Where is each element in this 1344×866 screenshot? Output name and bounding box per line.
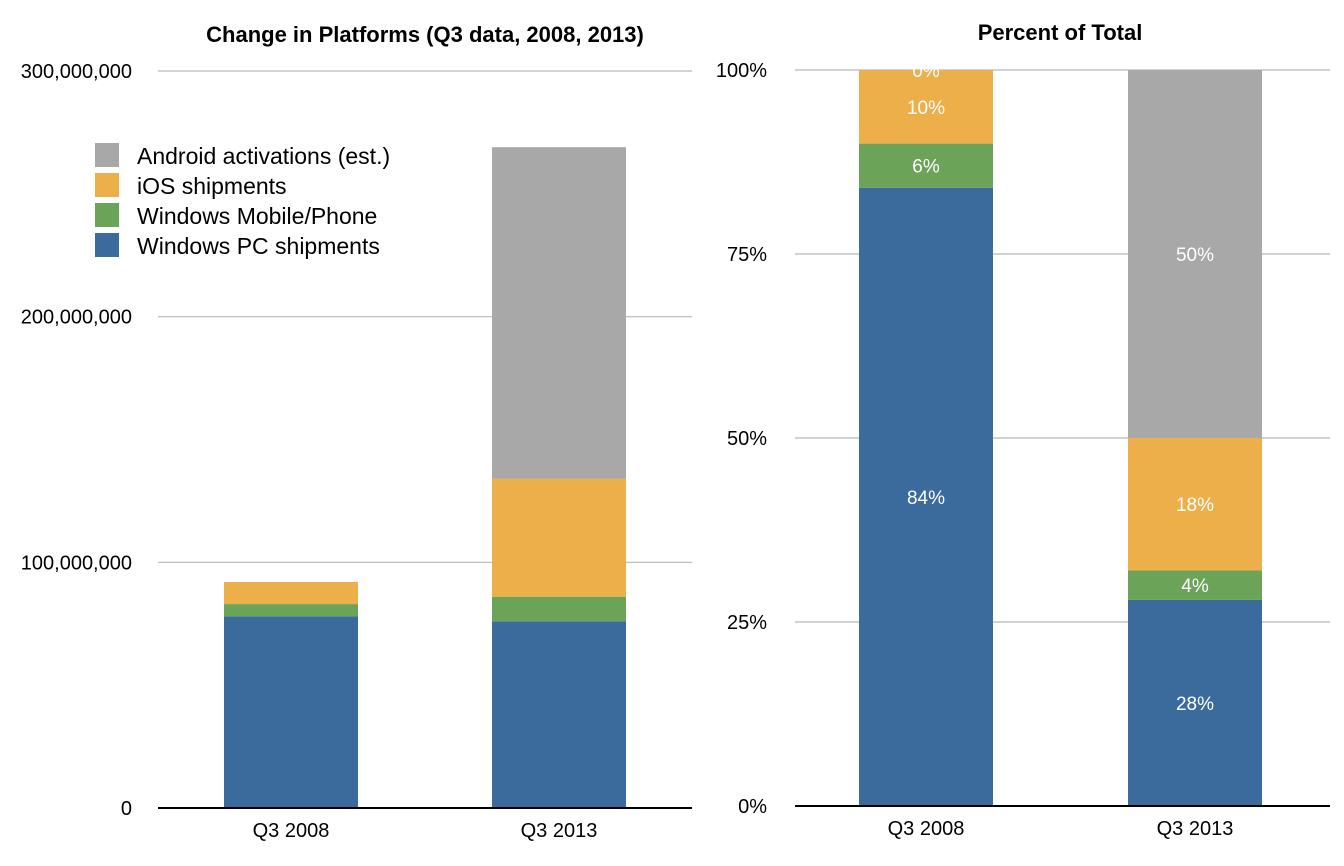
legend-swatch-ios-shipments [95,173,119,197]
left-x-axis: Q3 2008 Q3 2013 [158,807,692,842]
right-data-label: 0% [912,61,940,82]
right-y-tick-label: 25% [727,612,767,634]
legend: Android activations (est.) iOS shipments W… [95,143,390,259]
legend-label-ios-shipments: iOS shipments [137,173,287,199]
left-y-tick-label: 200,000,000 [21,307,132,329]
percent-of-total-chart: Percent of Total 0% 25% 50% 75% 100% 84% 6% 10… [716,20,1330,840]
right-bar-windows-pc-shipments [859,187,993,806]
right-x-axis: Q3 2008 Q3 2013 [795,805,1330,840]
left-x-tick-label: Q3 2013 [521,820,598,842]
left-bars [224,147,626,808]
left-bar-ios-shipments [492,478,626,597]
legend-swatch-windows-mobile-phone [95,203,119,227]
right-data-label: 10% [907,98,945,119]
legend-label-windows-pc-shipments: Windows PC shipments [137,233,380,259]
left-bar-windows-mobile-phone [492,596,626,622]
left-chart-title: Change in Platforms (Q3 data, 2008, 2013… [206,22,644,47]
legend-swatch-windows-pc-shipments [95,233,119,257]
right-bar-windows-mobile-phone [859,143,993,188]
legend-swatch-android-activations-est [95,143,119,167]
left-bar-android-activations-est [492,147,626,479]
left-bar-windows-mobile-phone [224,604,358,617]
left-x-tick-label: Q3 2008 [253,820,330,842]
left-y-axis: 0 100,000,000 200,000,000 300,000,000 [21,61,132,820]
right-y-tick-label: 50% [727,428,767,450]
left-bar-ios-shipments [224,581,358,605]
right-x-tick-label: Q3 2013 [1157,818,1234,840]
legend-label-windows-mobile-phone: Windows Mobile/Phone [137,203,377,229]
right-bar-windows-mobile-phone [1128,570,1262,600]
right-bar-windows-pc-shipments [1128,599,1262,806]
right-y-axis: 0% 25% 50% 75% 100% [716,60,767,818]
left-y-tick-label: 0 [121,798,132,820]
right-bar-android-activations-est [1128,70,1262,438]
right-data-label: 84% [907,488,945,509]
right-data-label: 50% [1176,245,1214,266]
right-bars: 84% 6% 10% 0% 28% 4% 18% 50% [859,61,1262,806]
right-x-tick-label: Q3 2008 [888,818,965,840]
platform-change-chart: Change in Platforms (Q3 data, 2008, 2013… [21,22,692,842]
right-data-label: 6% [912,157,940,178]
right-data-label: 4% [1181,576,1209,597]
right-data-label: 28% [1176,694,1214,715]
right-data-label: 18% [1176,495,1214,516]
left-bar-windows-pc-shipments [492,621,626,808]
left-y-tick-label: 300,000,000 [21,61,132,83]
left-y-tick-label: 100,000,000 [21,552,132,574]
left-bar-windows-pc-shipments [224,616,358,808]
right-chart-title: Percent of Total [978,20,1143,45]
legend-label-android-activations-est: Android activations (est.) [137,143,390,169]
right-y-tick-label: 100% [716,60,767,82]
right-y-tick-label: 0% [738,796,767,818]
right-bar-ios-shipments [1128,438,1262,571]
right-bar-ios-shipments [859,70,993,144]
right-y-tick-label: 75% [727,244,767,266]
